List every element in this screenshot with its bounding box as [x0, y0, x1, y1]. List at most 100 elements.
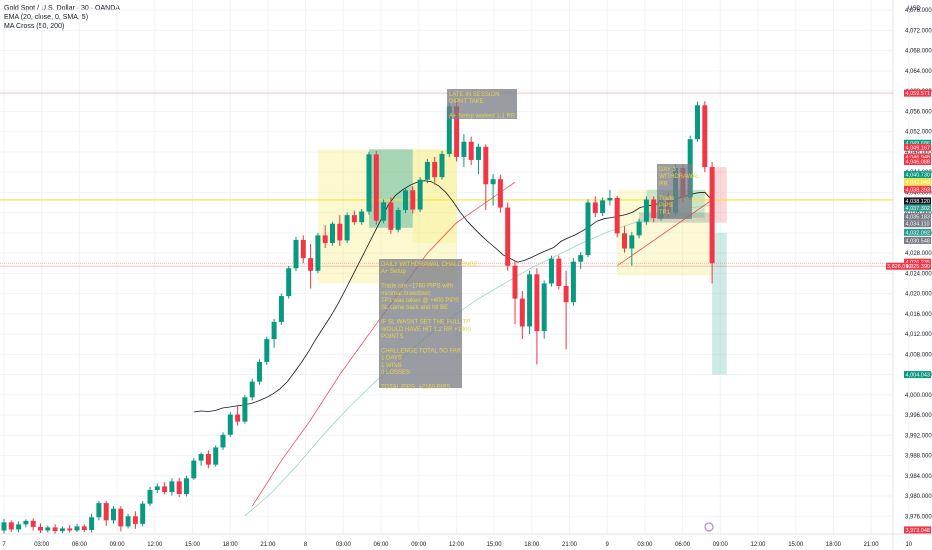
price-tag [904, 204, 931, 212]
top-note-line: DIPNT TAKE [449, 99, 484, 105]
price-tick-label: 4,052.000 [905, 130, 932, 136]
candle-body [461, 141, 467, 157]
candle-body [111, 508, 116, 521]
candle-body [235, 414, 241, 422]
candle-body [629, 235, 635, 249]
loss-zone [712, 167, 727, 223]
candle-body [643, 199, 649, 222]
candle-body [147, 489, 153, 504]
time-tick-label: 03:00 [637, 542, 653, 548]
candle-body [395, 210, 401, 230]
candle-body [410, 190, 416, 210]
candle-body [16, 524, 22, 530]
candle-body [527, 274, 533, 327]
candle-body [702, 105, 708, 168]
candle-body [330, 223, 335, 243]
candle-body [519, 298, 525, 327]
price-tag [904, 220, 931, 228]
price-tick-label: 4,048.000 [905, 150, 932, 156]
candle-body [227, 414, 233, 435]
price-tag-label: 4,034.110 [906, 222, 930, 228]
candle-body [417, 179, 423, 210]
price-tag-label: 4,038.120 [906, 199, 930, 205]
time-tick-label: 03:00 [336, 542, 352, 548]
price-tag-label: 4,038.393 [906, 187, 930, 193]
candle-body [96, 503, 102, 518]
candle-body [23, 520, 29, 525]
candle-body [45, 527, 51, 531]
right-note-line: WITHDRAWAL [659, 174, 700, 180]
price-tag [904, 139, 931, 147]
event-icon [704, 522, 714, 532]
candle-body [118, 508, 124, 527]
candle-body [293, 239, 299, 269]
price-tag [904, 143, 931, 151]
price-tag [904, 262, 931, 270]
time-tick-label: 21:00 [864, 542, 880, 548]
trend-line [617, 199, 713, 267]
price-tag [904, 171, 931, 179]
candle-body [198, 454, 204, 461]
candle-body [585, 202, 591, 256]
legend-ema[interactable]: EMA (20, close, 0, SMA, 5) [4, 14, 89, 21]
candle-body [366, 154, 372, 212]
candle-body [600, 200, 606, 214]
price-tag-label: 4,037.302 [906, 206, 930, 212]
candle-body [695, 105, 700, 140]
price-tag [904, 526, 931, 534]
candle-body [176, 481, 182, 495]
price-tags: 4,059.5714,049.6864,049.1674,046.9484,04… [704, 89, 931, 534]
candle-body [38, 526, 43, 531]
price-tick-label: 3,988.000 [905, 454, 932, 460]
candle-body [454, 106, 460, 157]
main-note-line: 1 DAYS [381, 356, 402, 362]
price-tick-label: 4,024.000 [905, 271, 932, 277]
candle-body [132, 516, 138, 524]
candle-body [169, 481, 175, 492]
candle-body [257, 361, 262, 382]
candle-body [541, 283, 547, 332]
candle-body [578, 255, 584, 262]
legend-ma-cross[interactable]: MA Cross (50, 200) [4, 23, 65, 30]
right-note-line: DAY 3 [659, 167, 676, 173]
legend-symbol[interactable]: Gold Spot / U.S. Dollar · 30 · OANDA [4, 5, 120, 12]
main-note-line: WOULD HAVE HIT 1:2 RR +1300 [381, 327, 472, 333]
candle-body [162, 486, 168, 492]
price-tag-label: 4,046.088 [906, 160, 930, 166]
candle-body [570, 261, 576, 303]
candle-body [213, 447, 219, 465]
price-tag-label: 4,004.043 [906, 373, 930, 379]
candle-body [476, 146, 481, 160]
time-tick-label: 09:00 [110, 542, 126, 548]
main-note-line: TOTAL PIPS: +2160 PIPS [381, 384, 450, 390]
time-tick-label: 18:00 [223, 542, 239, 548]
price-tick-label: 4,028.000 [905, 251, 932, 257]
candle-body [549, 258, 554, 284]
time-axis[interactable]: 7 03:00 06:00 09:00 12:00 15:00 18:00 21:00 8 03:… [2, 542, 912, 548]
right-note-line: PIPS [659, 203, 673, 209]
time-tick-label: 09:00 [713, 542, 729, 548]
candle-body [264, 339, 270, 362]
price-tick-label: 4,012.000 [905, 332, 932, 338]
crosshair-tag [886, 262, 906, 270]
candle-body [315, 235, 321, 271]
candle-body [351, 215, 357, 223]
candle-body [556, 258, 562, 286]
candle-body [308, 258, 314, 271]
main-note-line: SL came back and hit BE [381, 305, 448, 311]
time-tick-label: 15:00 [185, 542, 201, 548]
candle-body [81, 526, 87, 530]
candle-body [286, 268, 292, 297]
price-tick-label: 3,996.000 [905, 413, 932, 419]
candle-body [651, 199, 657, 219]
main-note-line: minimal drawdown [381, 291, 431, 297]
price-tag [904, 258, 931, 266]
price-tick-label: 4,056.000 [905, 109, 932, 115]
candle-body [322, 235, 328, 243]
ma-slow-line [244, 204, 713, 517]
price-tag-label: 4,042.049 [906, 180, 930, 186]
candle-body [381, 202, 387, 221]
candle-body [154, 486, 160, 490]
